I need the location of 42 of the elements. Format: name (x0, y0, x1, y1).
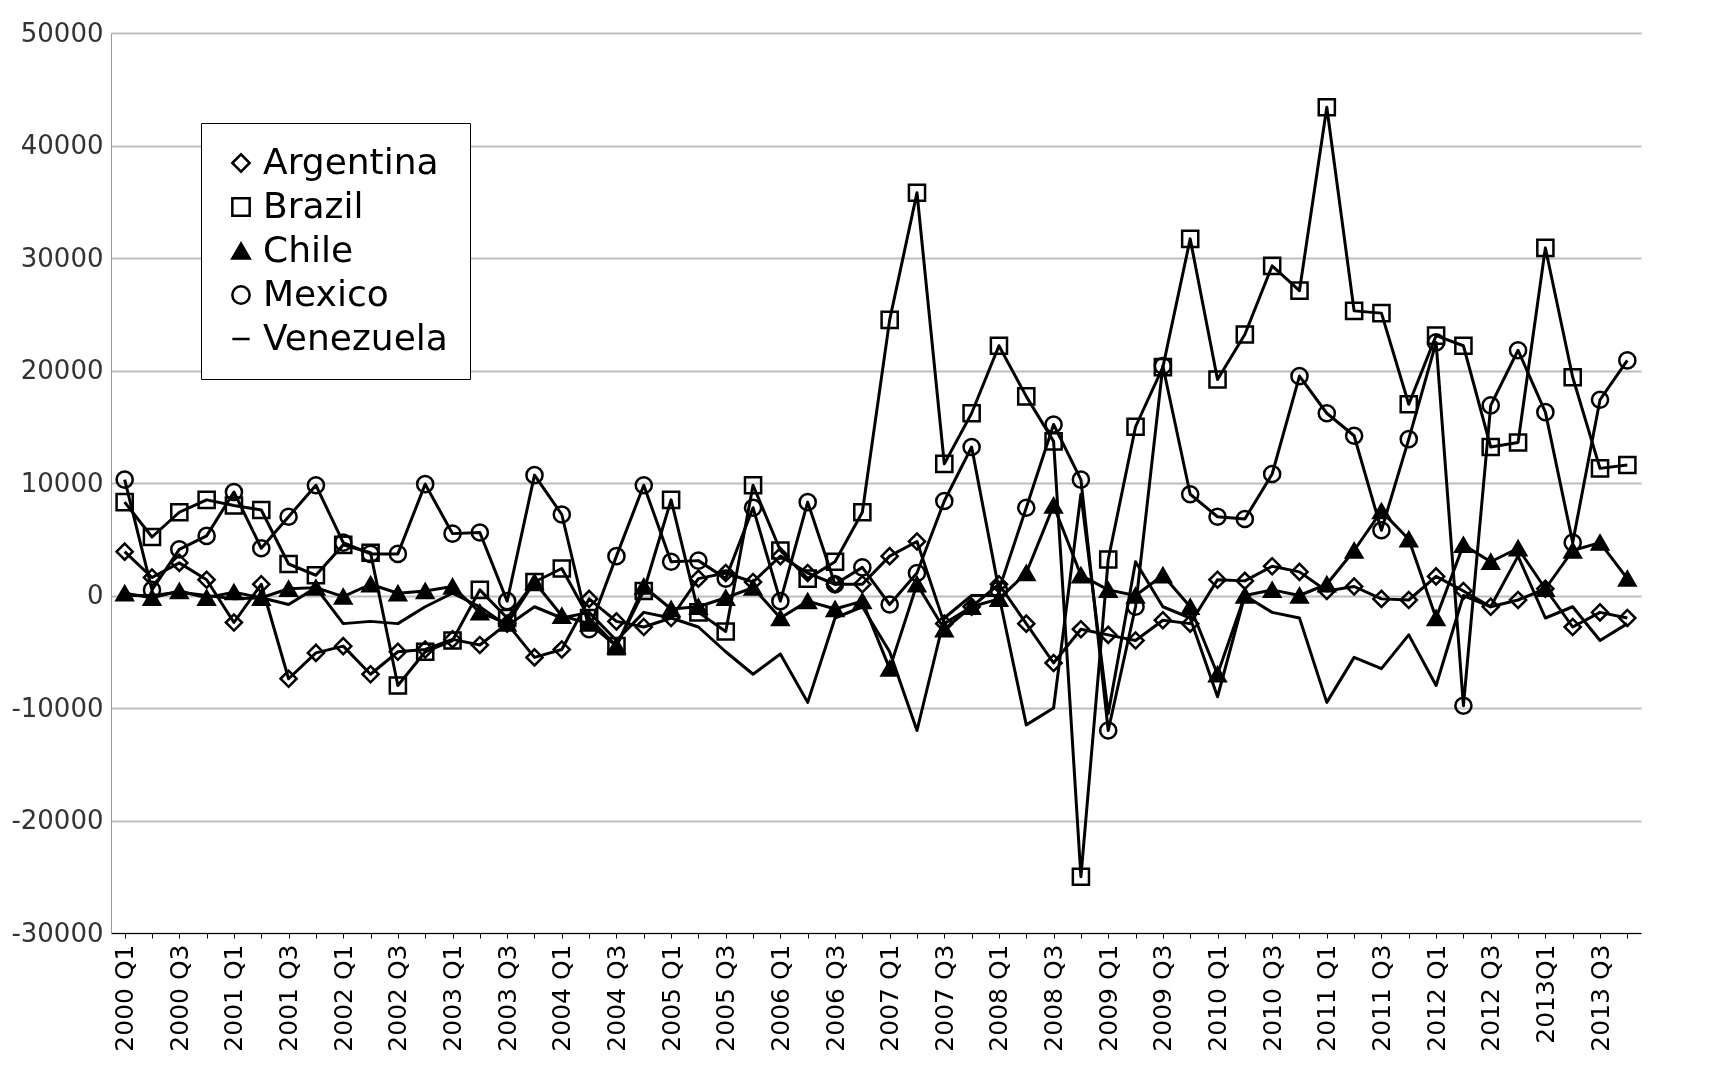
x-tick-label: 2000 Q1 (110, 944, 140, 1052)
x-tick-label: 2002 Q1 (328, 944, 358, 1052)
x-tick-label: 2007 Q1 (875, 944, 905, 1052)
y-tick-label: -10000 (11, 692, 104, 723)
x-tick-label: 2004 Q3 (601, 944, 631, 1052)
x-tick-label: 2009 Q1 (1093, 944, 1123, 1052)
x-tick-label: 2013 Q3 (1585, 944, 1615, 1052)
x-tick-label: 2006 Q1 (765, 944, 795, 1052)
y-tick-label: 40000 (20, 130, 104, 160)
x-tick-label: 2007 Q3 (929, 944, 959, 1052)
y-tick-label: 50000 (20, 17, 104, 48)
legend-label: Venezuela (263, 317, 448, 358)
x-tick-label: 2004 Q1 (547, 944, 577, 1052)
y-tick-label: 10000 (20, 467, 104, 498)
y-tick-label: 30000 (20, 242, 104, 273)
x-tick-label: 2013Q1 (1530, 944, 1560, 1044)
legend-label: Chile (263, 229, 354, 270)
x-tick-label: 2006 Q3 (820, 944, 850, 1052)
x-tick-label: 2008 Q3 (1039, 944, 1069, 1052)
x-tick-label: 2011 Q3 (1366, 944, 1396, 1052)
x-tick-label: 2010 Q1 (1203, 944, 1233, 1052)
y-tick-label: -20000 (11, 805, 104, 835)
x-tick-label: 2012 Q3 (1476, 944, 1506, 1052)
legend-label: Mexico (263, 273, 389, 314)
x-tick-label: 2009 Q3 (1148, 944, 1178, 1052)
y-tick-label: -30000 (11, 917, 104, 948)
x-tick-label: 2011 Q1 (1312, 944, 1342, 1052)
x-tick-label: 2000 Q3 (164, 944, 194, 1052)
x-tick-label: 2008 Q1 (984, 944, 1014, 1052)
x-tick-label: 2012 Q1 (1421, 944, 1451, 1052)
x-tick-label: 2003 Q3 (492, 944, 522, 1052)
x-tick-label: 2001 Q3 (274, 944, 304, 1052)
x-tick-label: 2001 Q1 (219, 944, 249, 1052)
x-tick-label: 2010 Q3 (1257, 944, 1287, 1052)
y-tick-label: 0 (86, 580, 104, 610)
legend-label: Brazil (263, 185, 364, 226)
x-tick-label: 2003 Q1 (438, 944, 468, 1052)
x-tick-label: 2005 Q1 (656, 944, 686, 1052)
y-tick-label: 20000 (20, 355, 104, 385)
x-tick-label: 2005 Q3 (711, 944, 741, 1052)
x-tick-label: 2002 Q3 (383, 944, 413, 1052)
legend-label: Argentina (263, 141, 439, 182)
